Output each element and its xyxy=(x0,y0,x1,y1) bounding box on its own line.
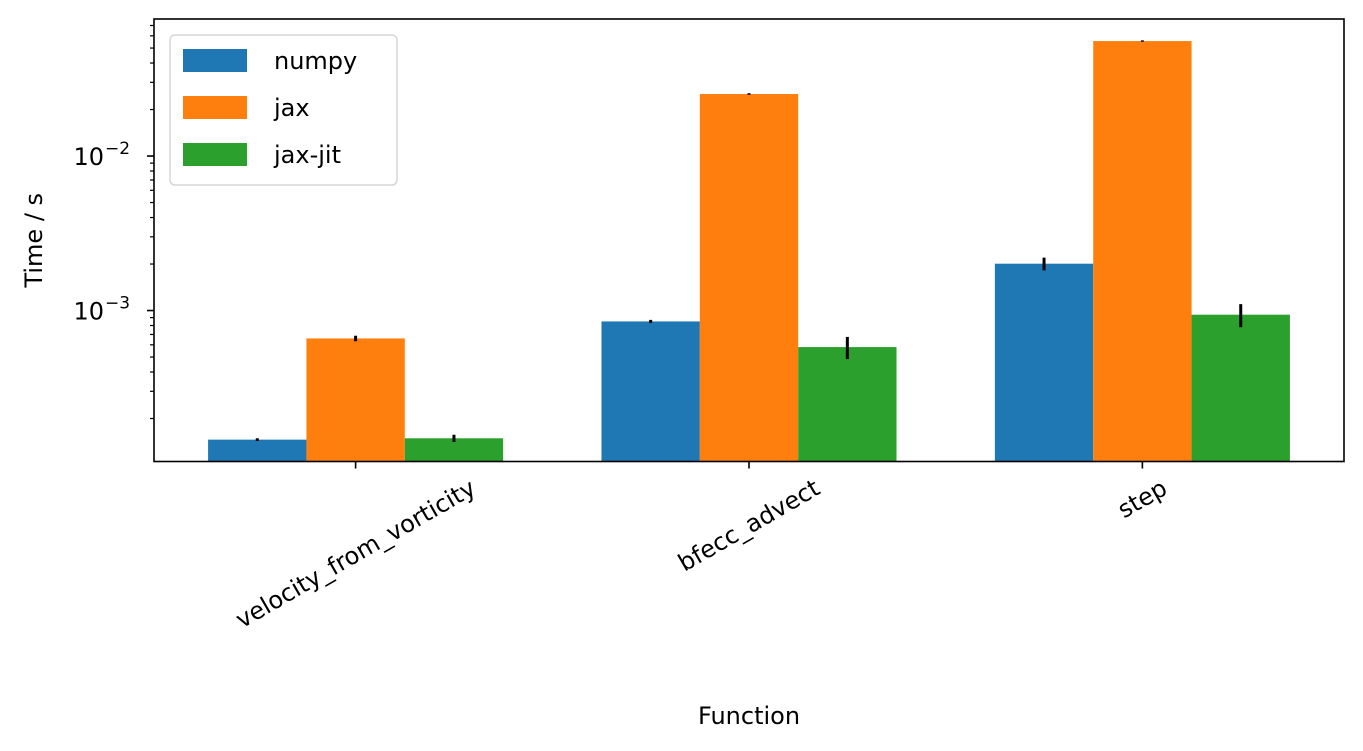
y-axis: 10−210−3 xyxy=(73,24,154,420)
y-tick-label-base: 10 xyxy=(73,143,104,171)
legend[interactable]: numpy jax jax-jit xyxy=(169,34,398,186)
bar-numpy-step xyxy=(994,263,1094,462)
y-tick-label: 10 −2 xyxy=(73,139,130,171)
bar-jax-jit-velocity_from_vorticity xyxy=(404,438,504,462)
bar-numpy-bfecc_advect xyxy=(601,321,700,462)
legend-label: jax xyxy=(273,94,310,122)
legend-item-jax-jit[interactable]: jax-jit xyxy=(183,141,341,169)
bar-numpy-velocity_from_vorticity xyxy=(208,439,307,462)
y-tick-label: 10 −3 xyxy=(73,294,130,326)
y-tick-label-base: 10 xyxy=(73,298,104,326)
bar-jax-step xyxy=(1093,41,1192,462)
y-tick-label-exponent: −2 xyxy=(105,139,130,159)
x-tick-label: velocity_from_vorticity xyxy=(231,474,481,634)
bar-jax-bfecc_advect xyxy=(699,94,799,462)
bars-layer xyxy=(208,41,1290,462)
legend-swatch xyxy=(183,96,247,119)
y-axis-label: Time / s xyxy=(20,193,48,289)
x-tick-label: bfecc_advect xyxy=(673,474,824,577)
bar-jax-velocity_from_vorticity xyxy=(306,338,405,462)
legend-swatch xyxy=(183,143,247,166)
legend-item-numpy[interactable]: numpy xyxy=(183,47,357,75)
x-axis-label: Function xyxy=(698,702,800,730)
legend-label: numpy xyxy=(274,47,357,75)
legend-item-jax[interactable]: jax xyxy=(183,94,310,122)
y-tick-label-exponent: −3 xyxy=(105,294,130,314)
legend-swatch xyxy=(183,49,247,72)
bar-jax-jit-bfecc_advect xyxy=(798,347,897,462)
x-axis: velocity_from_vorticity bfecc_advect step xyxy=(231,461,1172,634)
x-tick-label: step xyxy=(1113,474,1172,524)
legend-label: jax-jit xyxy=(273,141,341,169)
bar-jax-jit-step xyxy=(1191,314,1290,462)
error-bars-layer xyxy=(255,40,1243,442)
